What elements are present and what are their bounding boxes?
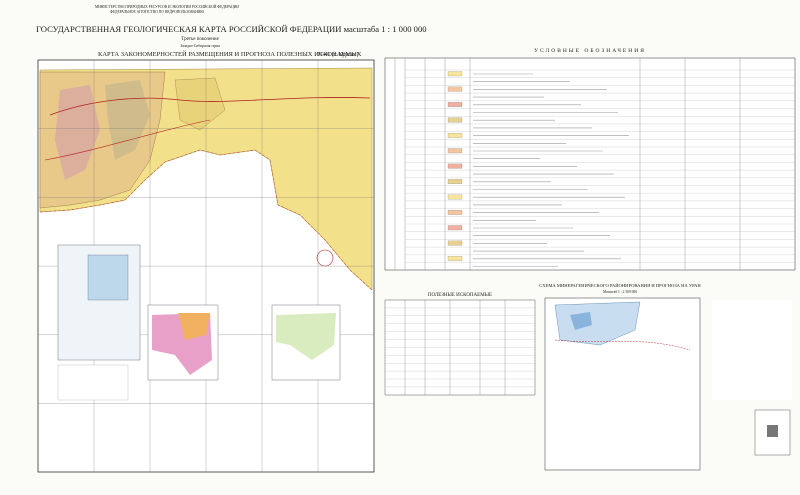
legend-swatch	[447, 163, 463, 169]
uranium-zone	[554, 301, 641, 346]
mineral-rows	[385, 300, 535, 395]
ministry: МИНИСТЕРСТВО ПРИРОДНЫХ РЕСУРСОВ И ЭКОЛОГ…	[95, 4, 239, 9]
legend-swatch	[447, 148, 463, 154]
legend-swatch	[447, 194, 463, 200]
legend-title: УСЛОВНЫЕ ОБОЗНАЧЕНИЯ	[534, 48, 646, 54]
legend-swatch	[447, 102, 463, 107]
legend-swatch	[447, 240, 463, 246]
agency: ФЕДЕРАЛЬНОЕ АГЕНТСТВО ПО НЕДРОПОЛЬЗОВАНИ…	[110, 10, 204, 14]
map-title: КАРТА ЗАКОНОМЕРНОСТЕЙ РАЗМЕЩЕНИЯ И ПРОГН…	[98, 50, 362, 58]
generation: Третье поколение	[181, 37, 219, 42]
legend-table	[384, 57, 796, 271]
legend-swatch	[447, 256, 463, 261]
uranium-scale: Масштаб 1 : 2 500 000	[603, 290, 637, 294]
legend-swatch	[447, 210, 463, 215]
inset-zone	[276, 313, 336, 360]
legend-swatch	[447, 225, 463, 231]
fault-line	[44, 119, 211, 161]
legend-rows	[394, 58, 795, 270]
uranium-title: СХЕМА МИНЕРАГЕНИЧЕСКОГО РАЙОНИРОВАНИЯ И …	[539, 283, 701, 288]
series: Западно-Сибирская серия	[180, 44, 220, 48]
legend-swatch	[447, 71, 463, 77]
legend-swatch	[447, 86, 463, 92]
scheme-legend	[712, 300, 792, 400]
legend-swatch	[447, 133, 463, 138]
intrusive-zone	[55, 85, 100, 180]
state-border	[39, 149, 373, 291]
legend-swatch	[447, 179, 463, 184]
sedimentary-zone	[174, 77, 226, 131]
inset-hatch	[87, 254, 129, 301]
uranium-zone	[570, 312, 592, 330]
map-sheet-number: N-41 (г. Курган)	[318, 51, 359, 58]
fault-line	[49, 97, 371, 116]
legend-swatch	[447, 117, 463, 123]
sheet-index-current	[767, 425, 778, 437]
sheet-title: ГОСУДАРСТВЕННАЯ ГЕОЛОГИЧЕСКАЯ КАРТА РОСС…	[36, 24, 427, 34]
minerals-title: ПОЛЕЗНЫЕ ИСКОПАЕМЫЕ	[428, 293, 492, 298]
inset-zone	[178, 313, 210, 340]
inset-legend	[57, 364, 129, 401]
